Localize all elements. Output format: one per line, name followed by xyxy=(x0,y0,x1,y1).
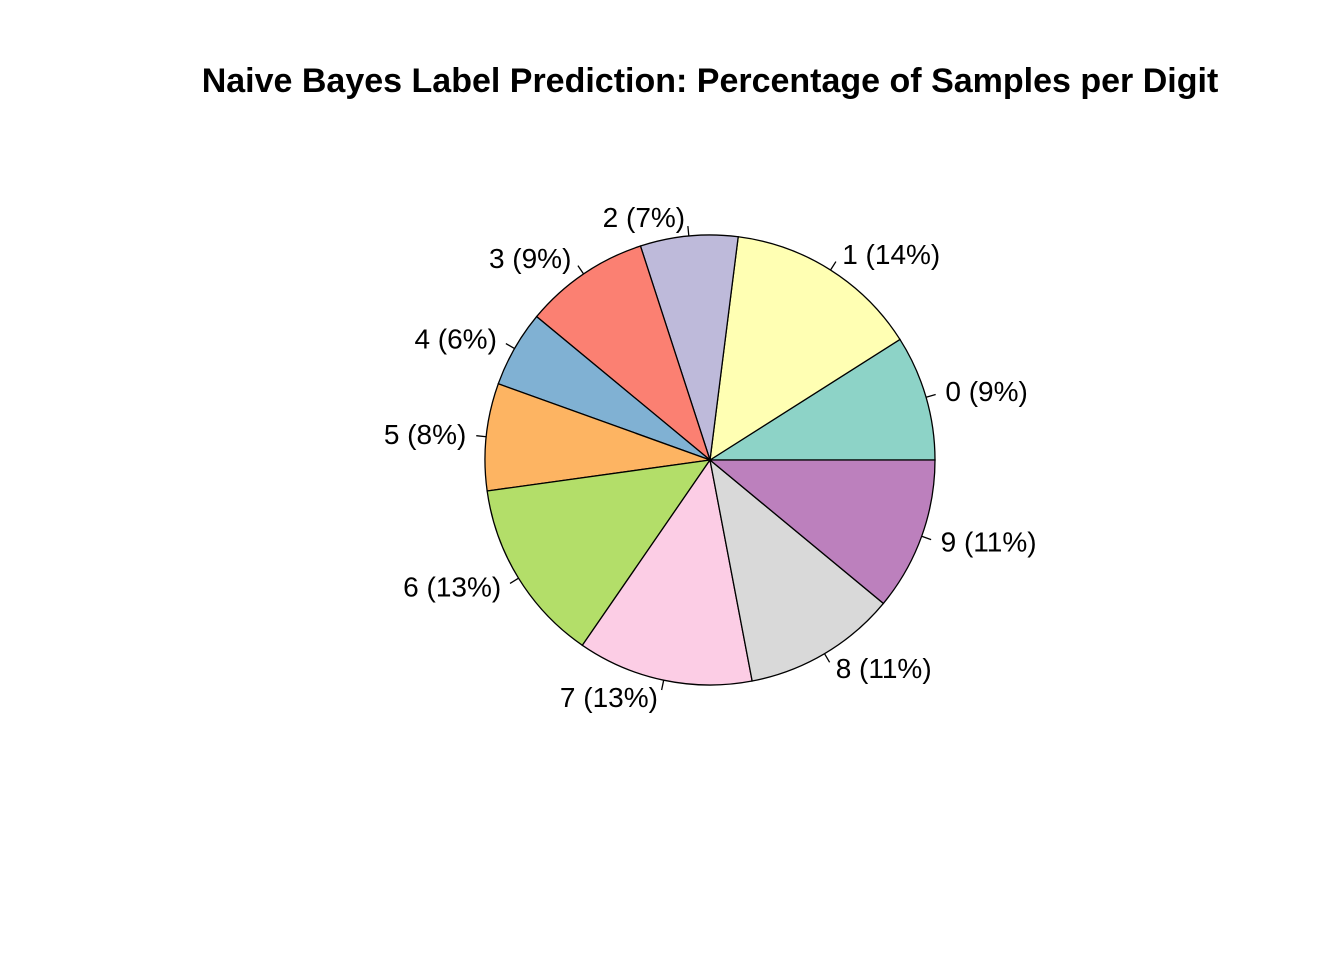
pie-slices xyxy=(484,234,936,686)
pie-slice-0 xyxy=(707,338,936,461)
slice-label-4: 4 (6%) xyxy=(414,324,496,355)
pie-slice-6 xyxy=(486,459,712,647)
slice-tick-3 xyxy=(577,265,585,275)
slice-tick-5 xyxy=(476,435,487,438)
slice-tick-2 xyxy=(687,225,690,237)
slice-tick-1 xyxy=(830,261,837,271)
slice-label-5: 5 (8%) xyxy=(384,419,466,450)
slice-label-1: 1 (14%) xyxy=(842,239,940,270)
slice-label-3: 3 (9%) xyxy=(489,243,571,274)
pie-slice-3 xyxy=(535,245,712,462)
pie-slice-7 xyxy=(581,458,753,686)
slice-label-6: 6 (13%) xyxy=(403,572,501,603)
slice-label-0: 0 (9%) xyxy=(945,376,1027,407)
slice-label-8: 8 (11%) xyxy=(836,653,932,684)
slice-tick-8 xyxy=(823,653,831,663)
pie-labels: 0 (9%) 1 (14%) 2 (7%) 3 (9%) 4 (6%) 5 (8%) 6 (… xyxy=(384,202,1037,713)
slice-tick-9 xyxy=(921,535,932,541)
pie-slice-9 xyxy=(708,459,936,605)
pie-slice-5 xyxy=(484,382,711,492)
slice-tick-0 xyxy=(925,393,936,398)
slice-tick-6 xyxy=(509,577,519,584)
chart-title: Naive Bayes Label Prediction: Percentage… xyxy=(202,62,1219,100)
slice-label-7: 7 (13%) xyxy=(560,682,658,713)
slice-tick-7 xyxy=(660,680,665,691)
slice-label-2: 2 (7%) xyxy=(603,202,685,233)
slice-tick-4 xyxy=(505,343,515,350)
pie-slice-8 xyxy=(709,458,885,682)
slice-label-9: 9 (11%) xyxy=(941,526,1037,557)
